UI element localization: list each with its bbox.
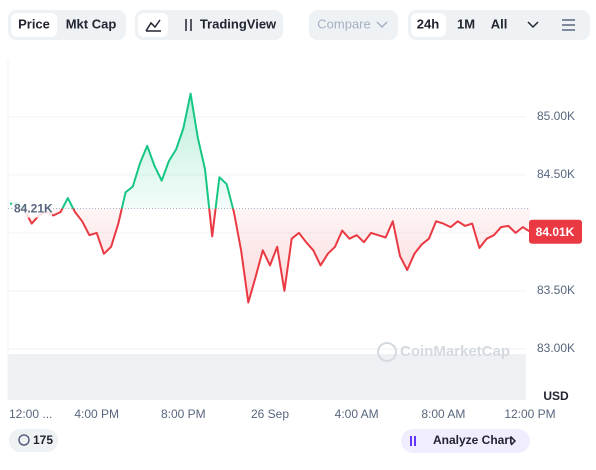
area: [10, 93, 530, 303]
more[interactable]: [527, 21, 539, 29]
tradingview[interactable]: TradingView: [200, 16, 277, 31]
x-tick-label: 4:00 PM: [74, 407, 119, 421]
chevron: [376, 21, 388, 29]
last-price-label: 84.01K: [536, 225, 575, 239]
tab[interactable]: Mkt Cap: [66, 16, 117, 31]
range[interactable]: All: [491, 16, 508, 31]
x-tick-label: 26 Sep: [251, 407, 289, 421]
badge-icon: [18, 434, 30, 446]
watermark: CoinMarketCap: [400, 343, 510, 360]
tab-active[interactable]: [11, 13, 57, 37]
y-tick-label: 85.00K: [537, 109, 575, 123]
range[interactable]: 24h: [417, 16, 439, 31]
range[interactable]: 1M: [457, 16, 475, 31]
candle-icon: [185, 19, 192, 31]
range-active[interactable]: [411, 13, 446, 37]
line-icon: [145, 19, 161, 32]
x-tick-label: 4:00 AM: [335, 407, 379, 421]
badge[interactable]: [9, 429, 58, 452]
badge-count[interactable]: 175: [33, 433, 53, 447]
tab[interactable]: Price: [18, 16, 50, 31]
analyze-chevron: [510, 436, 517, 446]
y-tick-label: 83.50K: [537, 283, 575, 297]
settings[interactable]: [562, 19, 575, 31]
view-group: [135, 10, 283, 40]
analyze-button[interactable]: [401, 429, 530, 453]
baseline-label: 84.21K: [14, 202, 53, 216]
range-group: [408, 10, 590, 40]
x-tick-label: 12:00 PM: [504, 407, 555, 421]
x-tick-label: 8:00 PM: [161, 407, 206, 421]
watermark-logo: [377, 342, 397, 362]
compare-button[interactable]: [309, 10, 398, 40]
compare[interactable]: Compare: [317, 16, 370, 31]
price-line: [9, 92, 531, 304]
analyze-icon: [410, 436, 416, 446]
last-price-tag: [529, 219, 582, 244]
x-tick-label: 8:00 AM: [421, 407, 465, 421]
y-tick-label: 84.50K: [537, 167, 575, 181]
y-tick-label: 83.00K: [537, 341, 575, 355]
x-tick-label: 12:00 ...: [9, 407, 52, 421]
currency: USD: [543, 389, 569, 403]
analyze[interactable]: Analyze Chart: [433, 433, 513, 447]
volume-area: [8, 354, 526, 400]
baseline-tag: [12, 199, 52, 218]
